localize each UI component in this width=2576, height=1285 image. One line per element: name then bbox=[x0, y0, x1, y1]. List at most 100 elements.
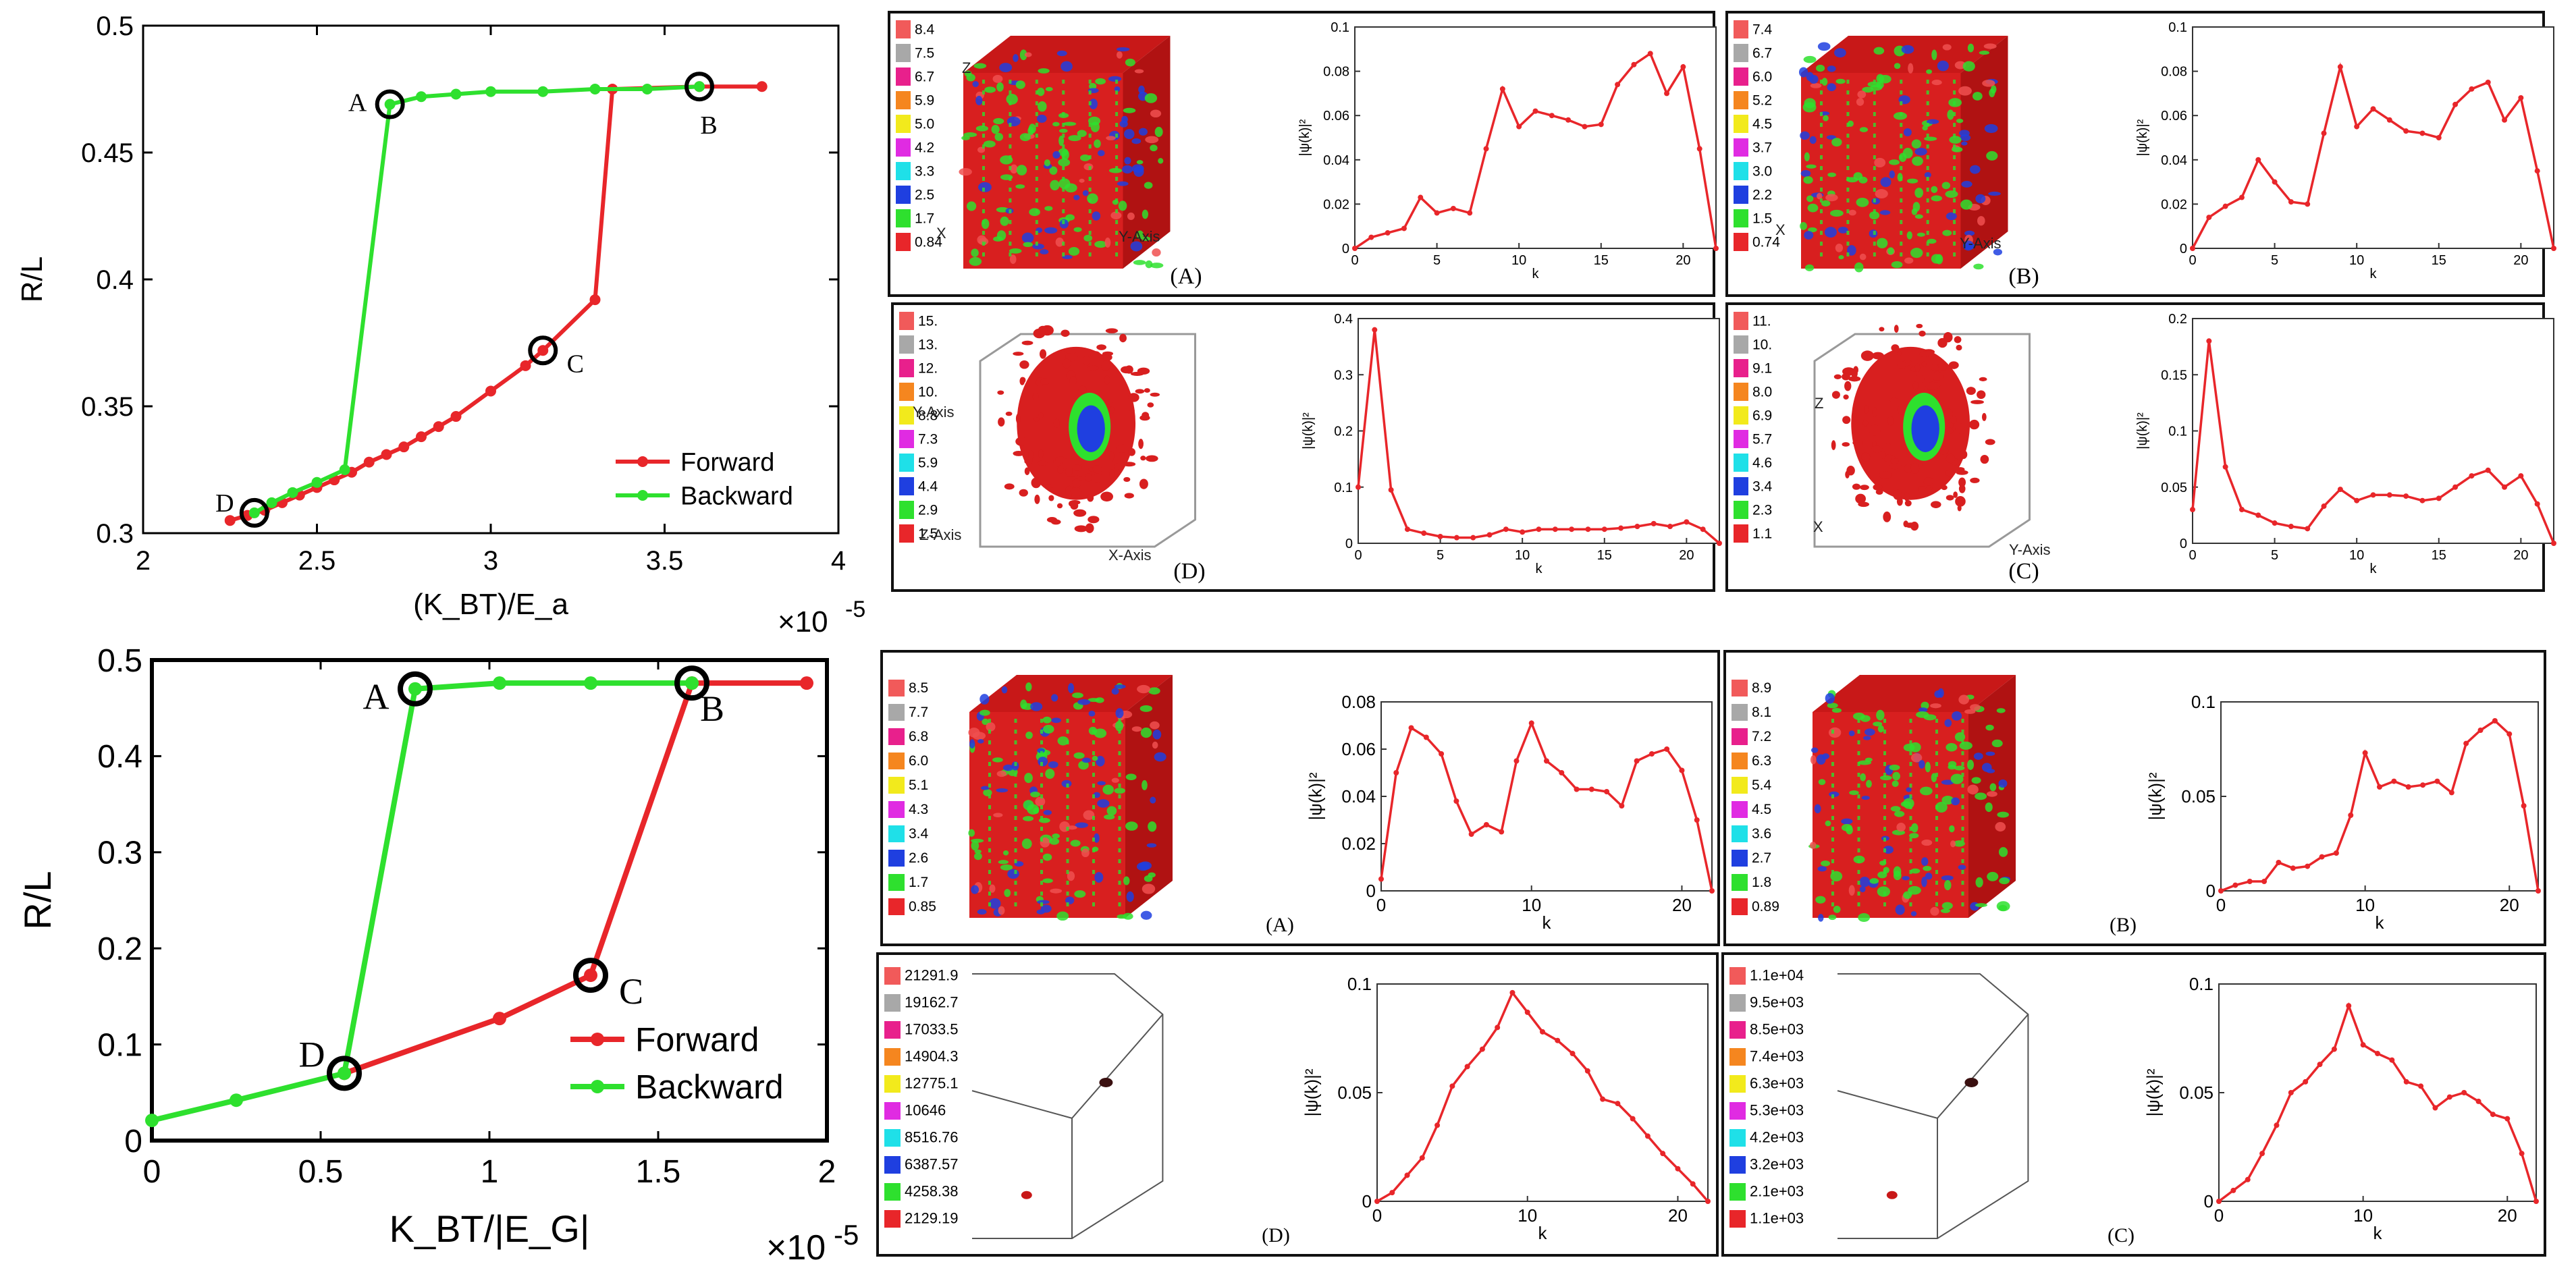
data-point-forward bbox=[756, 81, 768, 92]
colorbar-swatch bbox=[896, 67, 911, 86]
colorbar-swatch bbox=[896, 44, 911, 62]
y-tick-label: 0.02 bbox=[2161, 197, 2187, 212]
isosurface-speck bbox=[1958, 86, 1972, 96]
y-tick-label: 0.08 bbox=[2161, 65, 2187, 80]
spectrum-point bbox=[2238, 194, 2245, 200]
spectrum-point bbox=[1499, 86, 1505, 92]
y-tick-label: 0 bbox=[1345, 537, 1353, 551]
annotation-marker bbox=[239, 497, 269, 528]
colorbar-label: 3.3 bbox=[915, 163, 934, 179]
spectrum-point bbox=[1374, 1199, 1380, 1204]
data-point-backward bbox=[408, 682, 422, 696]
x-tick-label: 15 bbox=[1597, 548, 1612, 563]
y-tick-label: 0.08 bbox=[1323, 65, 1349, 80]
isosurface-speck bbox=[1821, 860, 1831, 867]
spectrum-point bbox=[1634, 758, 1640, 764]
isosurface-speck bbox=[981, 786, 990, 790]
isosurface-speck bbox=[1083, 810, 1095, 820]
isosurface-speck bbox=[1829, 209, 1844, 217]
cluster-fragment bbox=[1114, 463, 1119, 470]
isosurface-speck bbox=[1150, 721, 1160, 730]
isosurface-speck bbox=[1941, 795, 1954, 805]
spectrum-point bbox=[2386, 117, 2392, 123]
colorbar-label: 2.6 bbox=[909, 850, 928, 866]
cluster-fragment bbox=[1869, 425, 1881, 436]
isosurface-speck bbox=[1986, 151, 1998, 161]
spectrum-point bbox=[1574, 786, 1580, 792]
cluster-fragment bbox=[1074, 525, 1088, 532]
colorbar-label: 2.5 bbox=[915, 187, 934, 202]
cluster-fragment bbox=[1860, 485, 1869, 491]
isosurface-speck bbox=[975, 126, 989, 132]
isosurface-speck bbox=[1044, 227, 1058, 234]
axis-3d-label: Z-Axis bbox=[919, 526, 961, 543]
cluster-fragment bbox=[1065, 351, 1078, 362]
y-tick-label: 0.2 bbox=[2168, 312, 2187, 327]
data-point-forward bbox=[381, 449, 392, 460]
x-axis-label: k bbox=[2370, 562, 2378, 576]
data-point-backward bbox=[641, 84, 653, 94]
x-tick-label: 20 bbox=[1679, 548, 1694, 563]
spectrum-point bbox=[1565, 117, 1572, 123]
cluster-fragment bbox=[1072, 479, 1081, 488]
colorbar-label: 1.7 bbox=[909, 875, 928, 890]
isosurface-speck bbox=[1092, 755, 1098, 761]
colorbar-swatch bbox=[888, 850, 905, 867]
spectrum-point bbox=[2436, 135, 2442, 140]
isosurface-speck bbox=[1048, 761, 1058, 768]
colorbar-swatch bbox=[1729, 1048, 1746, 1066]
isosurface-speck bbox=[1972, 92, 1983, 101]
colorbar-swatch bbox=[1729, 1129, 1746, 1147]
spectrum-point bbox=[2502, 484, 2508, 490]
isosurface-speck bbox=[1923, 866, 1932, 871]
x-tick-label: 20 bbox=[2498, 1205, 2517, 1226]
isosurface-speck bbox=[1804, 264, 1815, 271]
x-tick-label: 1.5 bbox=[636, 1154, 681, 1190]
isosurface-speck bbox=[969, 739, 975, 749]
spectrum-point bbox=[2288, 199, 2294, 205]
isosurface-speck bbox=[1975, 877, 1983, 888]
isosurface-speck bbox=[1052, 121, 1060, 127]
colorbar-swatch bbox=[888, 898, 905, 915]
spectrum-point bbox=[2403, 1078, 2409, 1085]
isosurface-speck bbox=[1983, 43, 1997, 49]
isosurface-speck bbox=[1083, 163, 1094, 171]
isosurface-speck bbox=[1077, 130, 1087, 137]
isosurface-speck bbox=[1030, 702, 1043, 711]
isosurface-speck bbox=[1056, 50, 1067, 57]
isosurface-speck bbox=[1998, 779, 2008, 788]
cluster-fragment bbox=[1032, 393, 1039, 400]
isosurface-speck bbox=[1887, 247, 1894, 255]
isosurface-speck bbox=[992, 757, 1003, 763]
isosurface-speck bbox=[977, 739, 984, 744]
isosurface-speck bbox=[1861, 795, 1870, 800]
data-point-backward bbox=[145, 1114, 159, 1128]
spectrum-point bbox=[1694, 817, 1700, 823]
isosurface-speck bbox=[1952, 711, 1962, 721]
colorbar-swatch bbox=[1734, 383, 1748, 401]
data-point-forward bbox=[398, 441, 410, 453]
colorbar-swatch bbox=[1734, 454, 1748, 472]
isosurface-speck bbox=[1934, 690, 1942, 699]
colorbar-label: 5.2 bbox=[1752, 92, 1772, 108]
colorbar-label: 6.3e+03 bbox=[1750, 1075, 1804, 1092]
data-point-forward bbox=[800, 676, 813, 690]
isosurface-speck bbox=[1006, 94, 1018, 105]
colorbar-label: 2.7 bbox=[1752, 850, 1771, 866]
colorbar-swatch bbox=[1729, 994, 1746, 1012]
spectrum-point bbox=[1434, 1122, 1441, 1128]
annotation-label: B bbox=[700, 688, 724, 729]
isosurface-speck bbox=[1912, 156, 1923, 166]
isosurface-speck bbox=[1911, 208, 1918, 215]
spectrum-point bbox=[1486, 532, 1493, 538]
spectrum-point bbox=[1401, 225, 1407, 231]
spectrum-point bbox=[1647, 51, 1653, 57]
spectrum-point bbox=[1503, 526, 1509, 532]
isosurface-speck bbox=[1937, 60, 1949, 72]
colorbar-label: 6.7 bbox=[915, 69, 934, 84]
isosurface-speck bbox=[977, 182, 992, 192]
colorbar-label: 4.5 bbox=[1752, 802, 1771, 817]
isosurface-speck bbox=[1152, 729, 1162, 740]
spectrum-frame bbox=[2192, 318, 2554, 544]
isosurface-speck bbox=[973, 63, 987, 69]
